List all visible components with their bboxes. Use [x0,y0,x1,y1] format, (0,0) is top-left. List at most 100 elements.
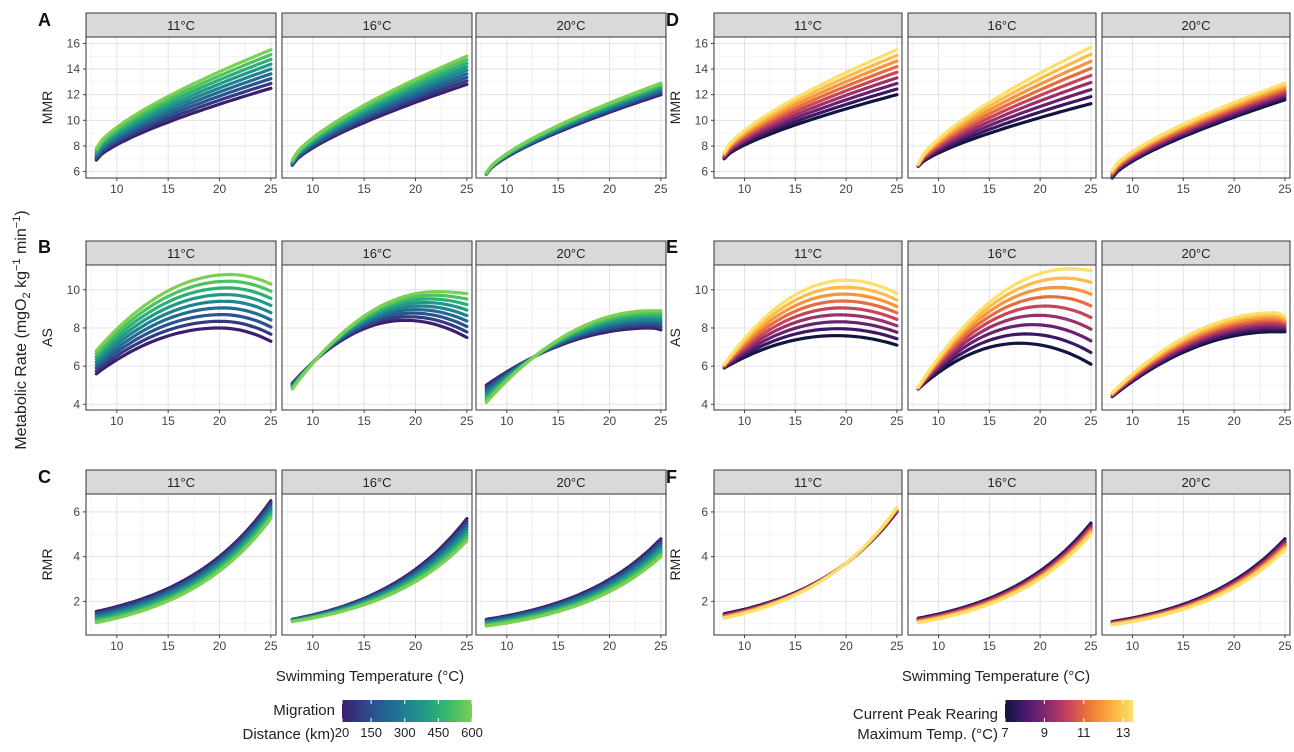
y-label-F: RMR [667,549,683,581]
x-tick-label: 25 [460,639,474,653]
series-line [94,48,273,151]
x-tick-label: 25 [654,639,668,653]
series-line [722,48,899,154]
y-label-A: MMR [39,91,55,124]
y-axis-title-sup2: −1 [11,216,23,229]
x-tick-label: 20 [839,182,853,196]
x-tick-label: 25 [890,182,904,196]
legend-tick-label: 150 [360,725,382,740]
series-line [94,72,273,158]
facet-strip [281,469,473,495]
facet-frame [907,264,1097,411]
panel-B: B AS 4 6 8 10 11°C 10 15 20 25 16°C 10 15 20 25 20°C 10 15… [38,237,668,428]
facet-D-2: 16°C 10 15 20 25 [907,12,1098,196]
series-line [94,293,273,361]
y-tick-label: 8 [701,321,708,335]
y-tick-label: 8 [73,321,80,335]
x-tick-label: 20 [1033,414,1047,428]
legend-tick-label: 7 [1001,725,1008,740]
x-tick-label: 15 [161,182,175,196]
y-tick-label: 10 [695,113,709,127]
series-line [94,57,273,153]
x-tick-label: 20 [1033,639,1047,653]
legend-migration-title-line2: Distance (km) [242,726,335,743]
x-tick-label: 10 [1126,639,1140,653]
x-tick-label: 15 [551,639,565,653]
series-line [1110,548,1287,627]
series-line [1110,311,1287,395]
x-tick-label: 10 [738,639,752,653]
x-tick-label: 20 [213,414,227,428]
x-tick-label: 15 [551,182,565,196]
facet-frame [907,493,1097,636]
x-tick-label: 15 [161,639,175,653]
series-line [916,341,1093,391]
facet-E-3: 20°C 10 15 20 25 [1101,240,1292,428]
legend-migration-colorbar [342,700,472,722]
x-tick-label: 15 [789,639,803,653]
facet-frame [907,36,1097,179]
x-tick-label: 20 [1227,182,1241,196]
series-line [484,555,663,628]
facet-strip-label: 11°C [167,246,195,261]
x-tick-label: 15 [551,414,565,428]
series-line [94,313,273,370]
x-tick-label: 25 [460,182,474,196]
series-line [94,279,273,356]
facet-plot-area [907,493,1097,636]
series-line [722,65,899,157]
x-tick-label: 10 [500,639,514,653]
facet-strip [907,12,1097,38]
facet-frame [713,36,903,179]
x-tick-label: 10 [110,414,124,428]
x-tick-label: 20 [1227,414,1241,428]
y-axis-title-sup1: −1 [11,258,23,271]
facet-strip-label: 11°C [794,246,822,261]
legend-migration-ticks: 20 150 300 450 600 [335,700,483,740]
series-line [916,66,1093,167]
y-axis-title-sub: 2 [21,292,33,298]
series-line [94,77,273,159]
facet-A-2: 16°C 10 15 20 25 [281,12,474,196]
facet-strip-label: 20°C [1181,18,1210,33]
x-tick-label: 20 [603,639,617,653]
legend-tick-label: 13 [1116,725,1130,740]
series-line [916,532,1093,625]
y-axis-title: Metabolic Rate (mgO2 kg−1 min−1) [11,210,33,449]
facet-A-3: 20°C 10 15 20 25 [475,12,668,196]
series-line [94,517,273,625]
x-tick-label: 10 [306,182,320,196]
facet-B-1: 11°C 10 15 20 25 [85,240,278,428]
series-line [722,285,899,367]
x-tick-label: 10 [738,182,752,196]
x-tick-label: 10 [932,414,946,428]
facet-frame [1101,36,1291,179]
x-tick-label: 20 [603,182,617,196]
y-tick-label: 10 [67,283,81,297]
x-tick-label: 25 [890,414,904,428]
facet-strip [85,240,277,266]
y-tick-label: 10 [695,283,709,297]
x-tick-label: 15 [789,182,803,196]
x-tick-label: 25 [1278,414,1292,428]
x-tick-label: 10 [1126,414,1140,428]
series-line [916,267,1093,389]
facet-strip-label: 16°C [362,475,391,490]
y-tick-label: 4 [73,397,80,411]
facet-C-3: 20°C 10 15 20 25 [475,469,668,653]
legend-migration: Migration Distance (km) 20 150 300 450 600 [242,700,483,743]
x-tick-label: 15 [1177,639,1191,653]
x-tick-label: 20 [839,414,853,428]
facet-C-2: 16°C 10 15 20 25 [281,469,474,653]
legend-tick-label: 20 [335,725,349,740]
series-line [94,319,273,373]
y-tick-label: 6 [73,505,80,519]
facet-strip-label: 11°C [167,18,195,33]
series-line [94,306,273,367]
x-tick-label: 15 [983,414,997,428]
facet-strip-label: 16°C [987,18,1016,33]
facet-frame [281,264,473,411]
series-line [916,95,1093,168]
